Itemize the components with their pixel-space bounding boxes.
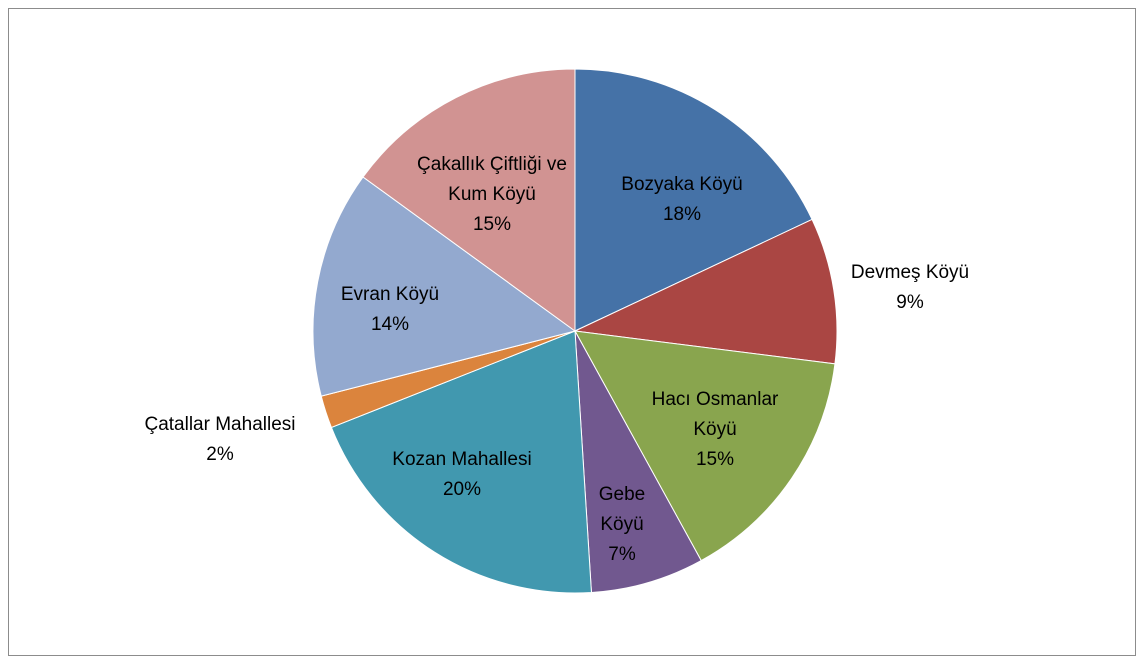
value-label: 14%: [370, 314, 410, 335]
pie-slice: [312, 176, 577, 397]
pie-slice: [362, 68, 576, 332]
slice-label: Çatallar Mahallesi 2%: [95, 410, 345, 470]
slice-label: Çakallık Çiftliği ve Kum Köyü 15%: [412, 150, 572, 240]
category-label: Evran Köyü: [340, 284, 440, 305]
category-label: Devmeş Köyü: [850, 262, 970, 283]
value-label: 15%: [695, 449, 735, 470]
slice-label: Evran Köyü 14%: [315, 280, 465, 340]
category-label: Gebe Köyü: [598, 484, 646, 535]
pie-slice: [574, 330, 702, 594]
slice-label: Gebe Köyü 7%: [592, 480, 652, 570]
category-label: Kozan Mahallesi: [392, 449, 532, 470]
slice-label: Kozan Mahallesi 20%: [347, 445, 577, 505]
slice-label: Bozyaka Köyü 18%: [582, 170, 782, 230]
value-label: 15%: [472, 214, 512, 235]
slice-label: Hacı Osmanlar Köyü 15%: [640, 385, 790, 475]
value-label: 2%: [206, 444, 234, 465]
pie-slice: [574, 68, 813, 332]
value-label: 7%: [608, 544, 636, 565]
value-label: 20%: [442, 479, 482, 500]
value-label: 18%: [662, 204, 702, 225]
pie-slice: [573, 218, 838, 365]
category-label: Çatallar Mahallesi: [144, 414, 296, 435]
pie-slice: [574, 330, 836, 562]
category-label: Çakallık Çiftliği ve Kum Köyü: [417, 154, 567, 205]
category-label: Hacı Osmanlar Köyü: [651, 389, 779, 440]
slice-label: Devmeş Köyü 9%: [810, 258, 1010, 318]
value-label: 9%: [896, 292, 924, 313]
chart-frame: [8, 8, 1136, 656]
pie-slice: [330, 330, 592, 594]
category-label: Bozyaka Köyü: [621, 174, 743, 195]
